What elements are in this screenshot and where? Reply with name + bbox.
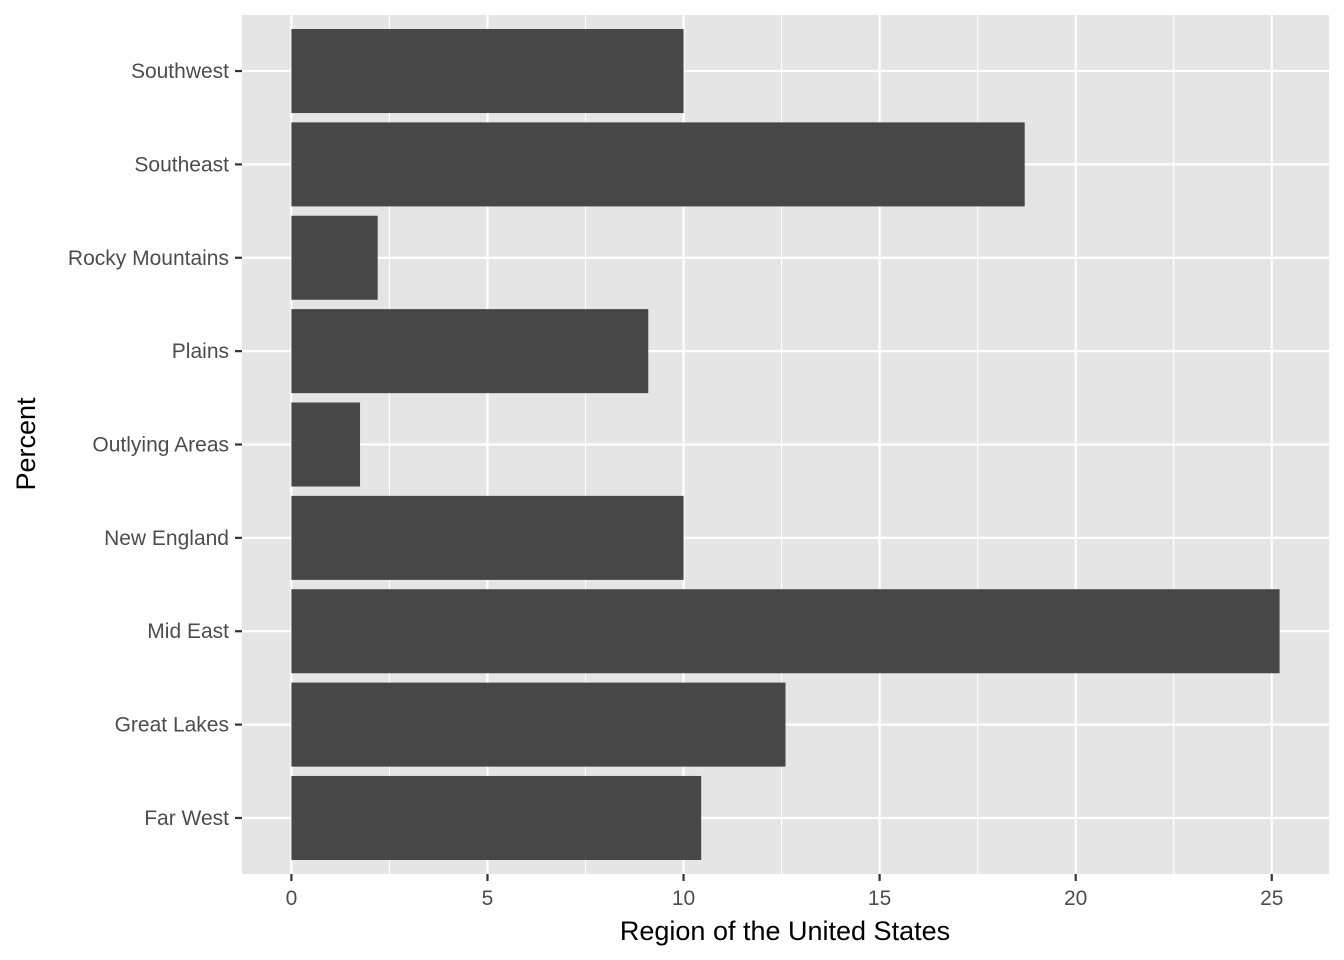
bar-southeast xyxy=(291,122,1025,207)
y-tick-label-southwest: Southwest xyxy=(131,60,229,83)
y-tick-label-plains: Plains xyxy=(172,340,229,363)
y-tick-label-outlying-areas: Outlying Areas xyxy=(92,434,229,457)
bar-southwest xyxy=(291,29,684,114)
x-tick-label: 15 xyxy=(868,887,891,910)
x-tick-label: 5 xyxy=(482,887,494,910)
bar-rocky-mountains xyxy=(291,215,378,300)
bar-outlying-areas xyxy=(291,402,361,487)
y-tick-label-great-lakes: Great Lakes xyxy=(115,714,229,737)
bars xyxy=(291,29,1280,860)
y-tick-label-southeast: Southeast xyxy=(134,153,229,176)
x-axis-title: Region of the United States xyxy=(620,916,950,946)
x-tick-label: 25 xyxy=(1260,887,1283,910)
bar-new-england xyxy=(291,495,684,580)
bar-far-west xyxy=(291,775,702,860)
y-axis: Far West Great Lakes Mid East New England Ou… xyxy=(68,60,242,830)
x-tick-label: 0 xyxy=(286,887,298,910)
bar-plains xyxy=(291,309,649,394)
bar-mid-east xyxy=(291,589,1280,674)
y-tick-label-new-england: New England xyxy=(104,527,229,550)
x-tick-label: 20 xyxy=(1064,887,1087,910)
x-tick-label: 10 xyxy=(672,887,695,910)
y-axis-title: Percent xyxy=(11,397,41,491)
x-axis: 0 5 10 15 20 25 xyxy=(286,874,1283,910)
y-tick-label-mid-east: Mid East xyxy=(147,620,229,643)
y-tick-label-far-west: Far West xyxy=(144,807,229,830)
bar-great-lakes xyxy=(291,682,786,767)
y-tick-label-rocky-mountains: Rocky Mountains xyxy=(68,247,229,270)
